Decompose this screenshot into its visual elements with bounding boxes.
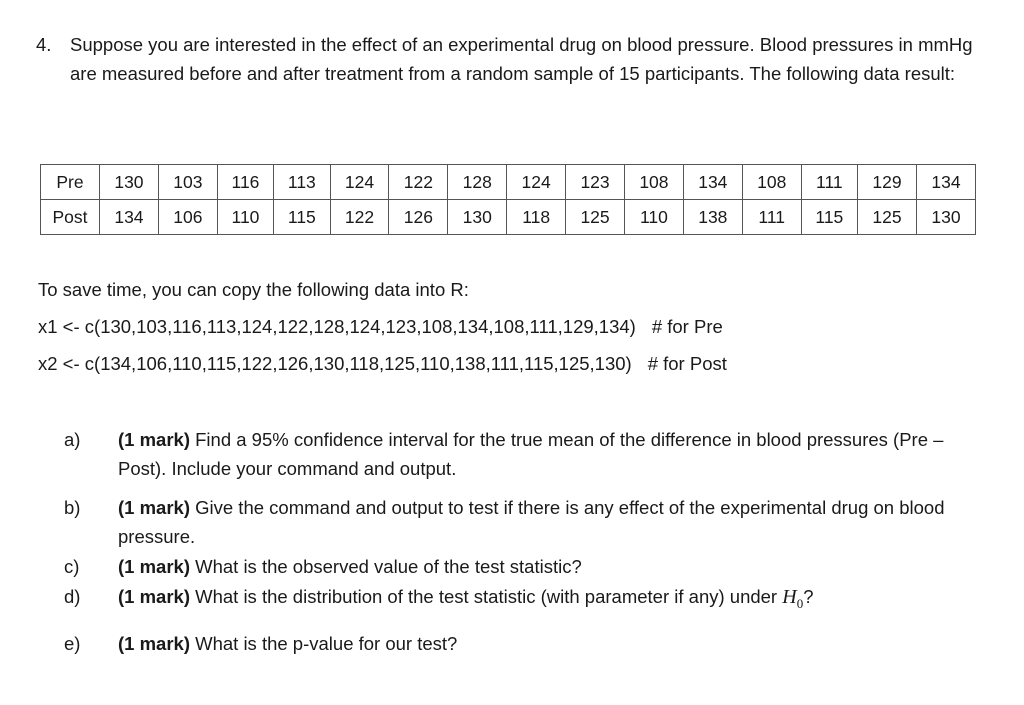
table-cell: 116 <box>216 164 275 200</box>
r-comment: # for Pre <box>651 316 723 337</box>
r-code-line-post: x2 <- c(134,106,110,115,122,126,130,118,… <box>38 350 998 378</box>
table-cell: 126 <box>388 199 449 235</box>
problem-number: 4. <box>36 34 52 55</box>
question-a: a) (1 mark) Find a 95% confidence interv… <box>64 425 984 483</box>
question-text: Find a 95% confidence interval for the t… <box>118 429 944 479</box>
question-d: d) (1 mark) What is the distribution of … <box>64 582 984 618</box>
table-cell: 134 <box>682 164 743 200</box>
r-hint-intro: To save time, you can copy the following… <box>38 279 469 300</box>
question-label: e) <box>64 633 81 654</box>
question-c: c) (1 mark) What is the observed value o… <box>64 552 984 581</box>
table-cell: 123 <box>565 164 625 200</box>
table-cell: 113 <box>273 164 331 200</box>
table-cell: 134 <box>915 164 977 200</box>
question-b: b) (1 mark) Give the command and output … <box>64 493 984 551</box>
table-row-post: Post 134 106 110 115 122 126 130 118 125 110 138 111… <box>40 199 977 235</box>
table-cell: 115 <box>800 199 859 235</box>
mark-label: (1 mark) <box>118 586 190 607</box>
row-label: Post <box>40 199 100 235</box>
question-label: a) <box>64 429 81 450</box>
blood-pressure-table: Pre 130 103 116 113 124 122 128 124 123 108 134 108 1… <box>40 164 977 235</box>
question-label: d) <box>64 586 81 607</box>
question-e: e) (1 mark) What is the p-value for our … <box>64 629 984 658</box>
table-cell: 129 <box>857 164 917 200</box>
question-text: Give the command and output to test if t… <box>118 497 945 547</box>
table-cell: 122 <box>329 199 390 235</box>
problem-text: Suppose you are interested in the effect… <box>70 34 973 84</box>
mark-label: (1 mark) <box>118 429 190 450</box>
table-cell: 130 <box>99 164 159 200</box>
table-cell: 122 <box>388 164 449 200</box>
table-cell: 118 <box>506 199 567 235</box>
table-cell: 110 <box>216 199 275 235</box>
null-hypothesis-symbol: H0 <box>782 586 804 611</box>
table-cell: 111 <box>800 164 859 200</box>
table-cell: 130 <box>915 199 977 235</box>
table-cell: 125 <box>565 199 625 235</box>
table-cell: 134 <box>99 199 159 235</box>
r-code-line-pre: x1 <- c(130,103,116,113,124,122,128,124,… <box>38 313 998 341</box>
table-cell: 124 <box>506 164 567 200</box>
table-cell: 125 <box>857 199 917 235</box>
r-code: x1 <- c(130,103,116,113,124,122,128,124,… <box>38 316 636 337</box>
table-cell: 111 <box>741 199 802 235</box>
question-label: c) <box>64 556 80 577</box>
mark-label: (1 mark) <box>118 497 190 518</box>
question-text: What is the observed value of the test s… <box>189 556 582 577</box>
table-cell: 130 <box>447 199 508 235</box>
table-cell: 138 <box>682 199 743 235</box>
table-cell: 110 <box>623 199 684 235</box>
mark-label: (1 mark) <box>118 556 190 577</box>
table-cell: 108 <box>623 164 684 200</box>
r-comment: # for Post <box>647 353 727 374</box>
r-code: x2 <- c(134,106,110,115,122,126,130,118,… <box>38 353 632 374</box>
table-cell: 103 <box>157 164 218 200</box>
row-label: Pre <box>40 164 100 200</box>
table-cell: 124 <box>329 164 390 200</box>
table-cell: 128 <box>447 164 508 200</box>
problem-statement: 4. Suppose you are interested in the eff… <box>36 30 986 88</box>
question-text: What is the distribution of the test sta… <box>189 586 783 607</box>
question-label: b) <box>64 497 81 518</box>
table-row-pre: Pre 130 103 116 113 124 122 128 124 123 108 134 108 1… <box>40 164 977 200</box>
question-text: What is the p-value for our test? <box>189 633 458 654</box>
table-cell: 108 <box>741 164 802 200</box>
table-cell: 106 <box>157 199 218 235</box>
mark-label: (1 mark) <box>118 633 190 654</box>
table-cell: 115 <box>273 199 331 235</box>
